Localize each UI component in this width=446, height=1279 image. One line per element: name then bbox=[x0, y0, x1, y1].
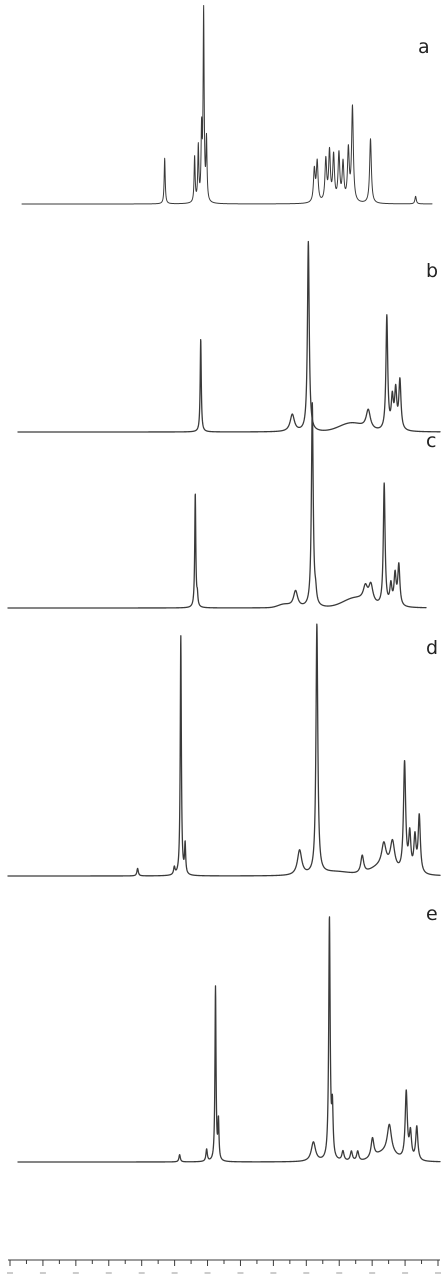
panel-label-a: a bbox=[418, 36, 430, 58]
panel-label-c: c bbox=[426, 430, 436, 452]
spectrum-panel-e: e bbox=[17, 903, 441, 1163]
spectrum-trace-c bbox=[7, 402, 427, 609]
spectrum-panel-a: a bbox=[21, 5, 433, 205]
spectrum-trace-b bbox=[17, 240, 441, 433]
spectrum-panel-b: b bbox=[17, 240, 441, 433]
spectrum-trace-a bbox=[21, 5, 433, 205]
chemical-shift-axis bbox=[7, 1259, 441, 1274]
panel-label-b: b bbox=[426, 260, 438, 282]
panel-label-e: e bbox=[426, 903, 438, 925]
spectrum-trace-d bbox=[7, 623, 441, 877]
panel-label-d: d bbox=[426, 637, 438, 659]
spectrum-trace-e bbox=[17, 916, 441, 1163]
axis-ticks bbox=[7, 1260, 441, 1274]
spectrum-panel-c: c bbox=[7, 402, 436, 609]
spectrum-panel-d: d bbox=[7, 623, 441, 877]
